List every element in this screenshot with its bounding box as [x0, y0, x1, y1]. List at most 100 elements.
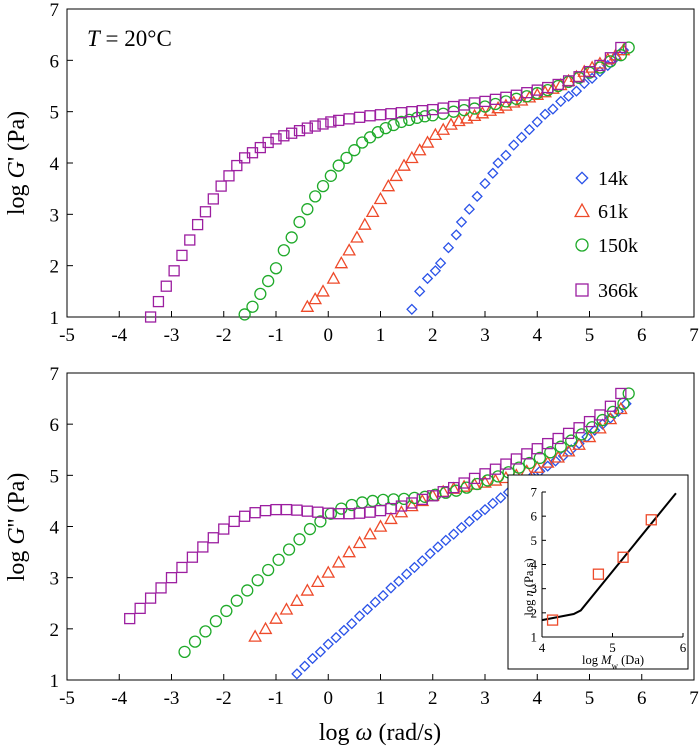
top-x-ticks: -5 -4 -3 -2 -1 0 1 2 3 4 5 6 7	[59, 311, 699, 346]
legend-label-61k: 61k	[598, 201, 628, 223]
bottom-point-150k	[366, 494, 379, 508]
top-point-366k	[199, 206, 212, 218]
top-point-150k	[324, 169, 338, 182]
bottom-point-14k	[361, 603, 374, 616]
top-point-366k	[278, 130, 290, 142]
bottom-point-61k	[425, 488, 440, 502]
legend-marker-150k	[575, 238, 589, 252]
bottom-point-150k	[533, 451, 547, 465]
bottom-point-61k	[300, 583, 315, 596]
bottom-point-150k	[512, 461, 526, 474]
bottom-x-tick-label: 4	[533, 688, 543, 709]
top-point-14k	[500, 149, 512, 161]
bottom-point-150k	[491, 470, 505, 483]
bottom-point-366k	[124, 612, 136, 625]
inset-y-tick-label: 4	[531, 557, 538, 572]
bottom-point-14k	[306, 652, 319, 665]
bottom-x-tick-label: 0	[324, 688, 334, 709]
top-point-61k	[316, 284, 330, 297]
bottom-point-150k	[188, 635, 202, 648]
top-point-14k	[450, 229, 462, 241]
top-point-14k	[492, 157, 504, 169]
bottom-point-61k	[363, 527, 377, 540]
bottom-point-366k	[489, 463, 502, 475]
top-x-tick-label: 4	[533, 325, 543, 346]
bottom-point-366k	[301, 505, 314, 517]
bottom-point-61k	[540, 455, 555, 468]
x-axis-label: log ω (rad/s)	[319, 720, 441, 746]
bottom-point-366k	[374, 504, 387, 517]
bottom-point-366k	[573, 422, 585, 434]
bottom-point-14k	[385, 582, 397, 594]
bottom-x-ticks: -5 -4 -3 -2 -1 0 1 2 3 4 5 6 7	[59, 674, 699, 709]
bottom-point-150k	[397, 492, 411, 506]
bottom-point-14k	[377, 589, 389, 602]
bottom-point-366k	[207, 532, 219, 544]
bottom-point-366k	[176, 561, 188, 574]
bottom-point-61k	[248, 629, 262, 642]
top-point-150k	[348, 144, 361, 157]
bottom-point-366k	[364, 506, 376, 518]
top-y-tick-label: 2	[50, 257, 60, 278]
top-y-tick-label: 7	[50, 0, 60, 21]
bottom-point-61k	[384, 511, 398, 525]
top-point-14k	[487, 167, 499, 179]
bottom-point-14k	[495, 492, 507, 504]
inset-x-tick-label: 6	[680, 640, 687, 655]
bottom-x-tick-label: -3	[164, 688, 180, 709]
bottom-point-14k	[549, 455, 562, 467]
inset-ticks: 1 2 3 4 5 6 7 4 5 6	[531, 485, 687, 656]
bottom-point-14k	[416, 555, 428, 567]
top-x-tick-label: -1	[268, 325, 284, 346]
bottom-point-366k	[604, 400, 617, 412]
bottom-x-tick-label: -4	[111, 688, 127, 709]
top-point-150k	[379, 121, 392, 135]
bottom-y-ticks: 1 2 3 4 5 6 7	[50, 364, 73, 692]
top-point-61k	[412, 143, 427, 156]
top-point-366k	[286, 127, 298, 139]
top-point-150k	[363, 131, 377, 144]
bottom-point-14k	[424, 547, 436, 560]
bottom-y-tick-label: 5	[50, 466, 60, 487]
inset-y-tick-label: 3	[531, 581, 538, 596]
bottom-y-tick-label: 2	[50, 620, 60, 641]
bottom-x-tick-label: 2	[428, 688, 438, 709]
top-point-61k	[389, 168, 404, 182]
top-point-61k	[342, 243, 357, 256]
bottom-point-366k	[280, 503, 293, 516]
bottom-point-14k	[353, 610, 366, 622]
bottom-point-366k	[144, 592, 157, 604]
top-point-366k	[184, 234, 196, 246]
top-point-150k	[356, 136, 369, 149]
top-point-366k	[343, 113, 355, 125]
top-point-150k	[238, 308, 251, 321]
top-x-tick-label: -4	[111, 325, 127, 346]
bottom-point-366k	[165, 572, 178, 584]
top-y-tick-label: 1	[50, 308, 60, 329]
bottom-point-150k	[220, 604, 233, 618]
inset-x-axis-label: log Mw (Da)	[582, 653, 644, 671]
top-point-366k	[176, 249, 188, 262]
legend-marker-61k	[573, 202, 591, 218]
top-point-150k	[262, 274, 275, 288]
top-point-14k	[531, 116, 543, 128]
top-point-366k	[364, 110, 376, 122]
top-y-tick-label: 5	[50, 103, 60, 124]
top-point-14k	[562, 90, 575, 102]
bottom-point-61k	[269, 611, 283, 624]
bottom-point-14k	[369, 596, 381, 608]
bottom-point-150k	[303, 522, 317, 536]
top-point-366k	[160, 280, 172, 292]
bottom-point-14k	[322, 638, 334, 650]
bottom-x-tick-label: 3	[480, 688, 490, 709]
top-panel: 1 2 3 4 5 6 7 -5 -4 -3 -2 -1 0 1 2 3 4 5 6 7 T = 20°C log …	[4, 0, 699, 346]
legend-marker-366k	[575, 283, 589, 297]
bottom-x-tick-label: -2	[216, 688, 232, 709]
top-point-366k	[191, 218, 204, 231]
top-point-150k	[316, 179, 330, 193]
top-point-366k	[231, 159, 243, 172]
top-point-366k	[301, 122, 314, 134]
top-point-14k	[523, 123, 536, 136]
bottom-point-14k	[479, 503, 491, 516]
top-x-tick-label: 0	[324, 325, 334, 346]
